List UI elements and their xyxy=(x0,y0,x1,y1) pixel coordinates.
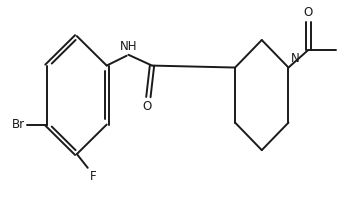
Text: F: F xyxy=(90,170,96,183)
Text: Br: Br xyxy=(12,118,25,131)
Text: O: O xyxy=(304,6,313,19)
Text: N: N xyxy=(291,52,300,65)
Text: NH: NH xyxy=(120,40,137,53)
Text: O: O xyxy=(142,100,151,113)
